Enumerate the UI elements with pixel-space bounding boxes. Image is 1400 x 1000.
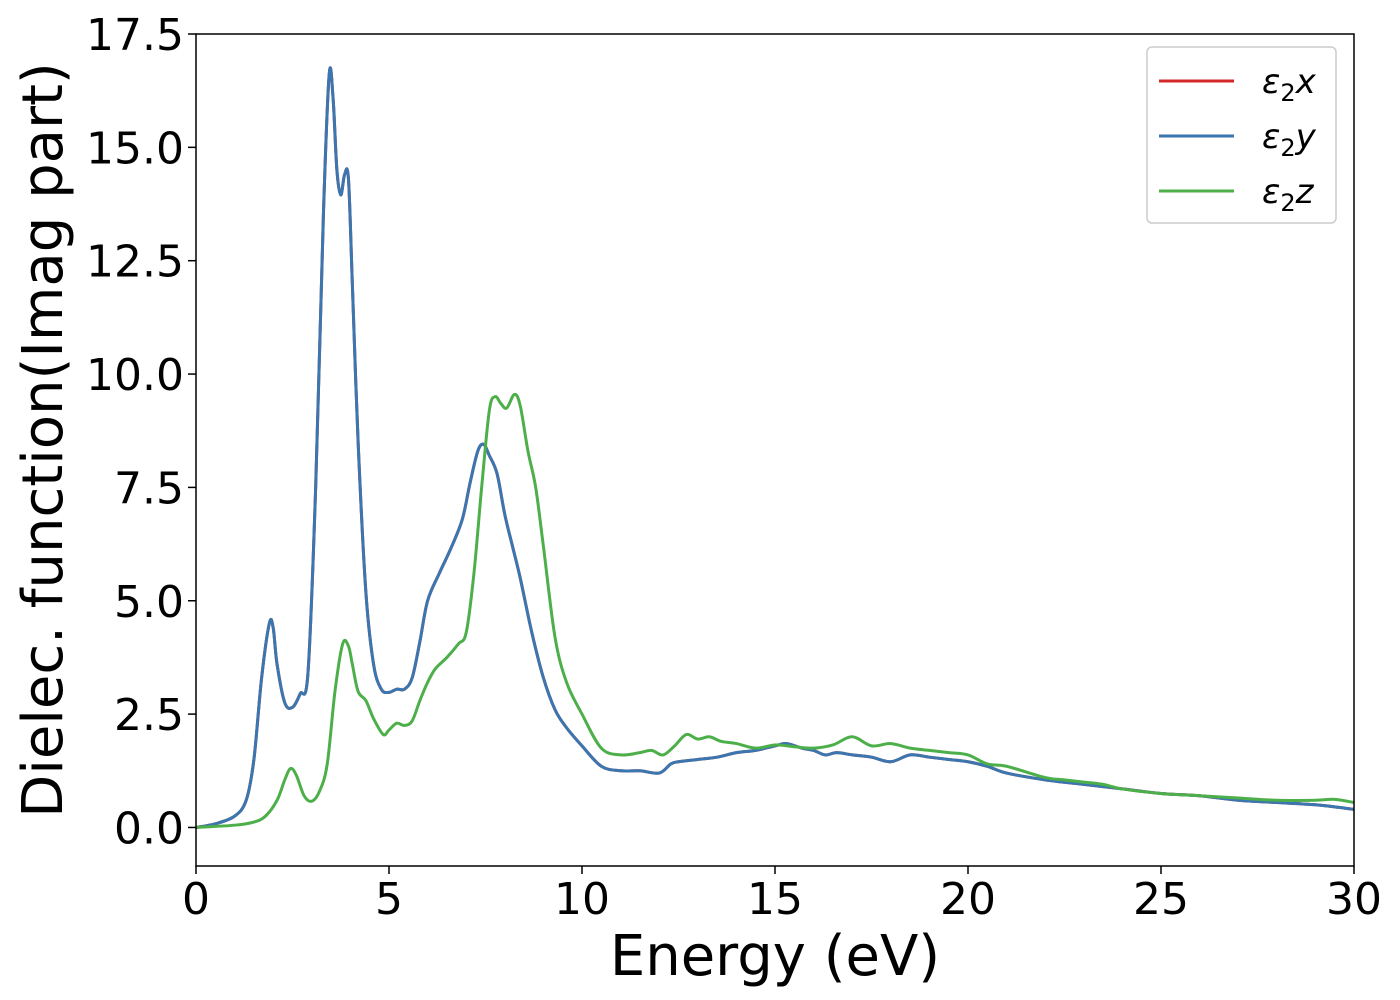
x-axis-label: Energy (eV)	[610, 924, 940, 989]
series-line-z	[196, 392, 1354, 829]
y-axis-label: Dielec. function(Imag part)	[11, 62, 76, 818]
y-tick-label: 17.5	[86, 10, 184, 61]
y-axis: 0.0 2.5 5.0 7.5 10.0 12.5 15.0 17.5	[86, 10, 196, 854]
legend-label-z: ε2z	[1262, 172, 1315, 217]
y-tick-label: 2.5	[114, 690, 184, 741]
legend: ε2x ε2y ε2z	[1146, 46, 1337, 224]
y-tick-label: 15.0	[86, 123, 184, 174]
series-layer	[196, 66, 1354, 829]
y-tick-label: 7.5	[114, 463, 184, 514]
y-tick-label: 5.0	[114, 577, 184, 628]
x-tick-label: 30	[1326, 874, 1382, 925]
x-tick-label: 0	[182, 874, 210, 925]
x-tick-label: 15	[747, 874, 803, 925]
x-tick-label: 10	[554, 874, 610, 925]
y-tick-label: 12.5	[86, 237, 184, 288]
legend-label-y: ε2y	[1262, 117, 1317, 162]
x-tick-label: 20	[940, 874, 996, 925]
legend-label-x: ε2x	[1262, 62, 1317, 107]
x-tick-label: 25	[1133, 874, 1189, 925]
series-line-y	[196, 66, 1354, 829]
x-axis: 0 5 10 15 20 25 30	[182, 866, 1382, 925]
y-tick-label: 10.0	[86, 350, 184, 401]
x-tick-label: 5	[375, 874, 403, 925]
legend-box	[1146, 46, 1337, 224]
y-tick-label: 0.0	[114, 803, 184, 854]
